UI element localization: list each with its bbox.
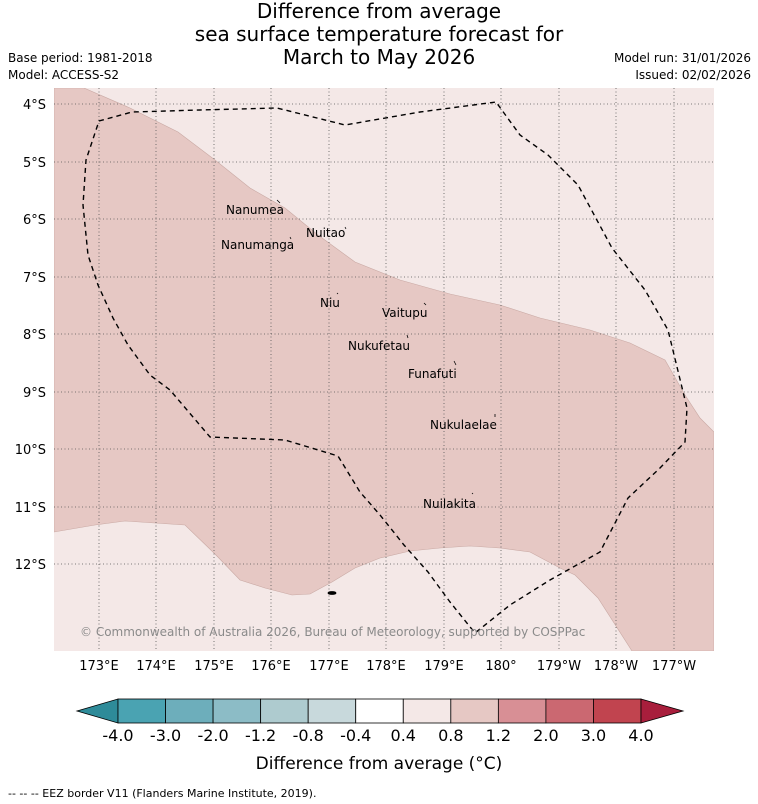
title-line-2: sea surface temperature forecast for — [194, 22, 564, 46]
colorbar-tick-label: -0.4 — [340, 726, 371, 745]
lon-label: 179°W — [537, 659, 581, 674]
lon-label: 174°E — [136, 659, 176, 674]
colorbar-extend-low — [75, 698, 119, 724]
colorbar-swatch — [355, 698, 404, 724]
model-name: Model: ACCESS-S2 — [8, 68, 120, 82]
island-marker-funafuti — [453, 360, 457, 366]
lat-label: 6°S — [23, 213, 46, 228]
copyright-notice: © Commonwealth of Australia 2026, Bureau… — [80, 625, 585, 639]
colorbar-tick-label: -4.0 — [102, 726, 133, 745]
lat-label: 7°S — [23, 271, 46, 286]
lat-label: 8°S — [23, 328, 46, 343]
lon-label: 177°W — [652, 659, 696, 674]
eez-border — [82, 101, 688, 634]
colorbar-label: Difference from average (°C) — [256, 754, 503, 774]
colorbar-swatch — [117, 698, 166, 724]
colorbar-tick-label: -3.0 — [150, 726, 181, 745]
colorbar-swatch — [260, 698, 309, 724]
island-marker-niu — [336, 292, 339, 295]
colorbar-swatch — [497, 698, 547, 724]
colorbar-tick-label: 4.0 — [628, 726, 653, 745]
island-funafuti: Funafuti — [408, 367, 457, 381]
colorbar-swatch — [212, 698, 262, 724]
colorbar-tick-label: 0.4 — [391, 726, 416, 745]
lon-label: 175°E — [194, 659, 234, 674]
colorbar-swatch — [545, 698, 594, 724]
eez-legend: -- -- -- EEZ border V11 (Flanders Marine… — [8, 787, 316, 800]
colorbar-swatch — [593, 698, 642, 724]
colorbar-swatch — [402, 698, 452, 724]
base-period: Base period: 1981-2018 — [8, 51, 153, 65]
model-run: Model run: 31/01/2026 — [613, 51, 751, 65]
colorbar-swatch — [307, 698, 357, 724]
latitude-labels: 4°S 5°S 6°S 7°S 8°S 9°S 10°S 11°S 12°S — [15, 98, 46, 573]
lon-label: 173°E — [79, 659, 119, 674]
island-nanumea: Nanumea — [226, 203, 284, 217]
island-nuilakita: Nuilakita — [423, 497, 476, 511]
colorbar-swatch — [450, 698, 499, 724]
island-nukulaelae: Nukulaelae — [430, 418, 497, 432]
island-niu: Niu — [320, 296, 340, 310]
island-marker-nuitao — [344, 226, 347, 230]
island-marker-nanumanga — [289, 236, 292, 240]
island-nuitao: Nuitao — [306, 226, 345, 240]
island-marker-vaitupu — [423, 302, 427, 306]
issued-date: Issued: 02/02/2026 — [635, 68, 751, 82]
lon-label: 179°E — [424, 659, 464, 674]
island-markers — [276, 199, 496, 595]
colorbar-tick-label: 0.8 — [438, 726, 463, 745]
colorbar-tick-label: -2.0 — [197, 726, 228, 745]
island-vaitupu: Vaitupu — [382, 306, 428, 320]
title-line-1: Difference from average — [256, 0, 502, 23]
reef-marker — [327, 591, 337, 595]
lon-label: 176°E — [251, 659, 291, 674]
anomaly-region-medium — [54, 88, 714, 651]
lat-label: 12°S — [15, 558, 46, 573]
graticule — [54, 88, 714, 651]
island-marker-nanumea — [276, 199, 281, 204]
colorbar-tick-label: -0.8 — [293, 726, 324, 745]
colorbar-tick-label: 3.0 — [581, 726, 606, 745]
lon-label: 180° — [485, 659, 516, 674]
colorbar-tick-label: -1.2 — [245, 726, 276, 745]
island-nukufetau: Nukufetau — [348, 339, 410, 353]
lat-label: 10°S — [15, 443, 46, 458]
lon-label: 177°E — [309, 659, 349, 674]
colorbar-extend-high — [640, 698, 685, 724]
lat-label: 5°S — [23, 156, 46, 171]
lon-label: 178°E — [366, 659, 406, 674]
colorbar-swatch — [165, 698, 214, 724]
map-area: Nanumea Nuitao Nanumanga Niu Vaitupu Nuk… — [54, 88, 714, 651]
colorbar: -4.0 -3.0 -2.0 -1.2 -0.8 -0.4 0.4 0.8 1.2 2.0 3.0 4… — [75, 698, 685, 745]
island-marker-nuilakita — [471, 492, 474, 495]
colorbar-tick-label: 2.0 — [533, 726, 558, 745]
island-nanumanga: Nanumanga — [221, 238, 294, 252]
title-line-3: March to May 2026 — [282, 45, 476, 69]
lat-label: 9°S — [23, 386, 46, 401]
island-marker-nukufetau — [406, 334, 409, 339]
island-labels: Nanumea Nuitao Nanumanga Niu Vaitupu Nuk… — [221, 203, 497, 511]
lat-label: 11°S — [15, 501, 46, 516]
colorbar-tick-label: 1.2 — [486, 726, 511, 745]
longitude-labels: 173°E 174°E 175°E 176°E 177°E 178°E 179°… — [79, 659, 696, 674]
lon-label: 178°W — [594, 659, 638, 674]
lat-label: 4°S — [23, 98, 46, 113]
